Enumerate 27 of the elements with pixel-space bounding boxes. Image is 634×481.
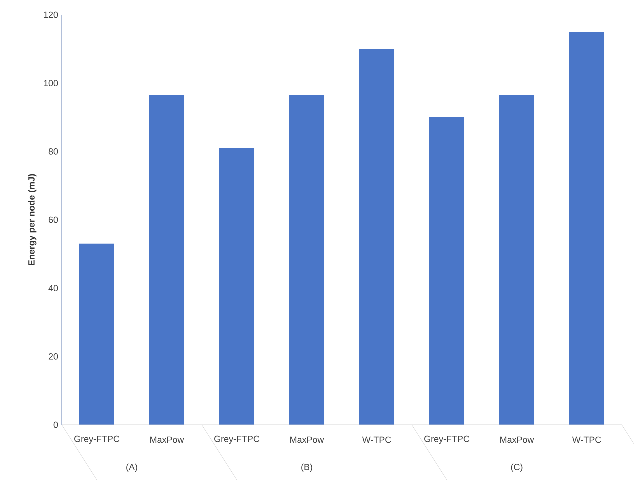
text: (B) bbox=[302, 464, 312, 472]
y-tick-label: 0 bbox=[54, 422, 58, 428]
x-tick-label: Grey-FTPC bbox=[74, 436, 120, 444]
x-tick-label: Grey-FTPC bbox=[214, 436, 260, 444]
bar bbox=[570, 32, 605, 425]
x-tick-label: W-TPC bbox=[362, 436, 392, 444]
y-tick-label: 120 bbox=[44, 12, 58, 18]
bar bbox=[150, 95, 185, 425]
bar bbox=[80, 244, 114, 425]
bar bbox=[360, 49, 395, 425]
x-tick-label: MaxPow bbox=[150, 436, 184, 444]
bar bbox=[290, 95, 325, 425]
x-tick-label: MaxPow bbox=[500, 436, 534, 444]
y-tick-label: 40 bbox=[48, 285, 58, 292]
y-tick-label: 100 bbox=[44, 80, 58, 87]
y-axis-title: Energy per node (mJ) bbox=[28, 174, 37, 266]
x-tick-label: Grey-FTPC bbox=[424, 436, 470, 444]
y-tick-label: 20 bbox=[48, 353, 58, 360]
bar bbox=[220, 148, 255, 425]
y-tick-label: 80 bbox=[48, 148, 58, 155]
bar bbox=[430, 117, 465, 425]
bar bbox=[500, 95, 535, 425]
text: (A) bbox=[126, 464, 138, 472]
y-tick-label: 60 bbox=[48, 216, 58, 224]
x-tick-label: W-TPC bbox=[572, 436, 602, 444]
text: (C) bbox=[511, 464, 523, 472]
x-tick-label: MaxPow bbox=[290, 436, 324, 444]
